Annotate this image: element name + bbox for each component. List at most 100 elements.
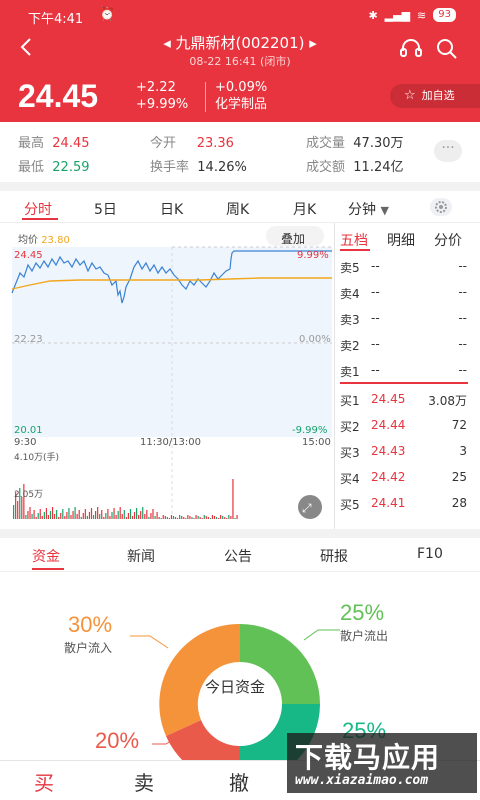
volume-bar	[185, 518, 187, 519]
tab-price-dist[interactable]: 分价	[434, 233, 462, 249]
time-start: 9:30	[14, 437, 37, 448]
volume-bar	[29, 507, 31, 519]
add-watchlist-button[interactable]: ☆ 加自选	[390, 84, 480, 108]
fullscreen-button[interactable]	[298, 495, 322, 519]
donut-slice-retail-in	[159, 623, 240, 736]
info-tab-indicator	[32, 568, 64, 570]
volume-bar	[60, 513, 62, 519]
volume-bar	[148, 517, 150, 519]
volume-bar	[23, 484, 25, 519]
pct-bottom-label: -9.99%	[292, 425, 328, 436]
volume-bar	[179, 515, 181, 519]
volume-bar	[156, 512, 158, 519]
watermark-main: 下载马应用	[295, 741, 441, 774]
volume-bar	[236, 515, 238, 519]
stock-title[interactable]: ◂ 九鼎新材(002201) ▸	[163, 34, 317, 52]
tab-5day[interactable]: 5日	[94, 202, 117, 218]
volume-bar	[228, 515, 230, 519]
volume-bar	[25, 515, 27, 519]
signal-icon: ▂▄▆	[384, 8, 411, 22]
tab-fund-flow[interactable]: 资金	[32, 549, 60, 565]
donut-slice-red	[166, 720, 240, 760]
tab-intraday[interactable]: 分时	[24, 202, 52, 218]
volume-bar	[119, 507, 121, 519]
volume-bar	[207, 517, 209, 519]
volume-bar	[27, 511, 29, 519]
status-bar: 下午4:41 ⏰ ✱ ▂▄▆ ≋ 93	[0, 0, 480, 30]
active-tab-indicator	[22, 218, 58, 220]
bid-row: 买1 24.45 3.08万	[340, 392, 467, 408]
status-time: 下午4:41	[28, 12, 84, 27]
volume-bar	[181, 516, 183, 519]
volume-bar	[164, 516, 166, 519]
volume-bar	[142, 507, 144, 519]
volume-bar	[49, 511, 52, 519]
change-amount: +2.22	[136, 80, 176, 95]
volume-bar	[54, 514, 56, 519]
donut-center-label: 今日资金	[205, 678, 266, 696]
quote-low: 最低 22.59	[18, 160, 90, 175]
bid-row: 买3 24.43 3	[340, 444, 467, 460]
tab-monthly-k[interactable]: 月K	[293, 202, 317, 218]
bid-ask-separator	[340, 382, 468, 384]
avg-price-line	[11, 277, 332, 290]
volume-bar	[226, 518, 228, 519]
tab-weekly-k[interactable]: 周K	[226, 202, 250, 218]
volume-bar	[144, 514, 146, 519]
volume-bar	[193, 518, 195, 519]
ask-row: 卖2 -- --	[340, 337, 467, 353]
volume-bar	[66, 512, 68, 519]
quote-details: 最高 24.45 今开 23.36 成交量 47.30万 最低 22.59 换手…	[0, 122, 480, 182]
overlay-button[interactable]: 叠加	[281, 232, 306, 246]
volume-bar	[62, 509, 64, 519]
tab-news[interactable]: 新闻	[127, 549, 155, 565]
buy-button[interactable]: 买	[34, 771, 54, 795]
more-button[interactable]: ···	[434, 140, 462, 162]
watermark-site: www.xiazaimao.com	[295, 773, 429, 788]
back-arrow-icon[interactable]	[14, 34, 40, 60]
volume-bar	[35, 517, 37, 519]
sector-change: +0.09%	[215, 80, 268, 95]
intraday-chart[interactable]: ⤢	[0, 223, 336, 529]
sell-button[interactable]: 卖	[134, 771, 154, 795]
orderbook-tab-indicator	[340, 249, 370, 251]
pct-mid-label: 0.00%	[299, 334, 331, 345]
ask-row: 卖5 -- --	[340, 259, 467, 275]
star-icon: ☆	[404, 88, 416, 103]
volume-bar	[88, 512, 91, 519]
price-change: +2.22 +9.99%	[136, 79, 188, 113]
y-mid-label: 22.23	[14, 334, 43, 345]
volume-bar	[103, 517, 105, 519]
volume-bar	[64, 516, 66, 519]
volume-bar	[51, 507, 54, 519]
tab-five-levels[interactable]: 五档	[340, 233, 368, 249]
tab-announcements[interactable]: 公告	[224, 549, 252, 565]
chart-settings-button[interactable]	[430, 198, 452, 216]
volume-bar	[90, 508, 93, 519]
divider	[205, 82, 206, 112]
tab-details[interactable]: 明细	[387, 233, 415, 249]
search-icon[interactable]	[434, 36, 460, 62]
pct-top-label: 9.99%	[297, 250, 329, 261]
cancel-order-button[interactable]: 撤	[229, 771, 249, 795]
volume-bar	[131, 516, 134, 519]
volume-bar	[17, 501, 19, 519]
tab-minute[interactable]: 分钟 ▼	[348, 202, 389, 218]
volume-bar	[136, 508, 138, 519]
volume-bar	[133, 512, 136, 519]
volume-bar	[86, 516, 88, 519]
ask-row: 卖1 -- --	[340, 363, 467, 379]
sector-name[interactable]: 化学制品	[215, 97, 268, 112]
bluetooth-icon: ✱	[368, 8, 378, 22]
customer-service-icon[interactable]	[398, 36, 424, 62]
ask-row: 卖4 -- --	[340, 285, 467, 301]
tab-daily-k[interactable]: 日K	[160, 202, 184, 218]
volume-bar	[199, 517, 201, 519]
volume-bar	[70, 515, 72, 519]
chart-tabs: 分时 5日 日K 周K 月K 分钟 ▼	[0, 191, 480, 223]
wifi-icon: ≋	[417, 8, 427, 22]
volume-bar	[113, 508, 115, 519]
tab-f10[interactable]: F10	[417, 546, 443, 562]
tab-research[interactable]: 研报	[320, 549, 348, 565]
volume-bar	[13, 505, 15, 519]
